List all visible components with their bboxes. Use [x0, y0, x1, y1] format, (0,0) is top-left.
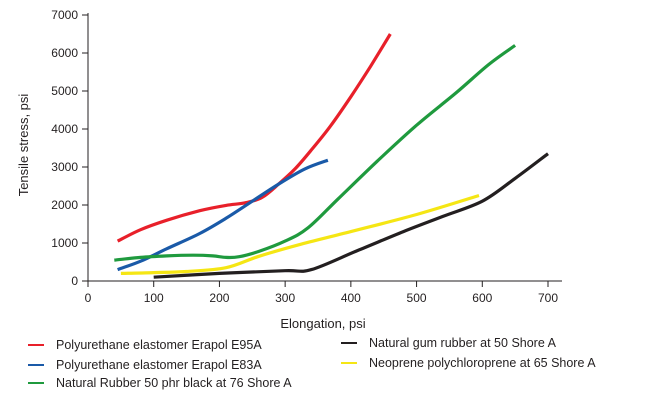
x-tick-label: 0 [85, 291, 92, 305]
x-tick-label: 600 [472, 291, 492, 305]
series-line-natural-gum-50a [153, 152, 549, 279]
x-tick-label: 500 [407, 291, 427, 305]
legend-item: Polyurethane elastomer Erapol E95A [28, 338, 262, 352]
legend-label: Natural gum rubber at 50 Shore A [369, 336, 557, 350]
y-tick-label: 4000 [51, 122, 78, 136]
legend-label: Polyurethane elastomer Erapol E95A [56, 338, 262, 352]
legend-item: Natural gum rubber at 50 Shore A [341, 336, 557, 350]
y-axis-title: Tensile stress, psi [16, 94, 31, 197]
y-tick-label: 6000 [51, 46, 78, 60]
series-line-erapol-e95a [116, 33, 392, 243]
legend-item: Neoprene polychloroprene at 65 Shore A [341, 356, 596, 370]
legend-item: Natural Rubber 50 phr black at 76 Shore … [28, 376, 292, 390]
x-tick-label: 400 [341, 291, 361, 305]
y-tick-label: 2000 [51, 198, 78, 212]
chart-series [114, 33, 549, 279]
series-line-neoprene-65a [120, 193, 480, 275]
legend-label: Natural Rubber 50 phr black at 76 Shore … [56, 376, 292, 390]
legend-label: Polyurethane elastomer Erapol E83A [56, 358, 262, 372]
x-tick-label: 100 [144, 291, 164, 305]
x-axis-title: Elongation, psi [280, 316, 365, 331]
y-tick-label: 0 [71, 274, 78, 288]
series-line-natural-rubber-76a [114, 44, 517, 262]
x-tick-label: 300 [275, 291, 295, 305]
y-tick-label: 1000 [51, 236, 78, 250]
series-line-erapol-e83a [117, 158, 329, 272]
x-tick-label: 700 [538, 291, 558, 305]
legend-item: Polyurethane elastomer Erapol E83A [28, 358, 262, 372]
chart-legend: Polyurethane elastomer Erapol E95A Polyur… [28, 336, 596, 390]
y-tick-label: 5000 [51, 84, 78, 98]
legend-label: Neoprene polychloroprene at 65 Shore A [369, 356, 596, 370]
chart-axes: 0 1000 2000 3000 4000 5000 6000 7000 0 100 200 300 4… [51, 8, 562, 305]
y-tick-label: 7000 [51, 8, 78, 22]
x-tick-label: 200 [209, 291, 229, 305]
y-tick-label: 3000 [51, 160, 78, 174]
